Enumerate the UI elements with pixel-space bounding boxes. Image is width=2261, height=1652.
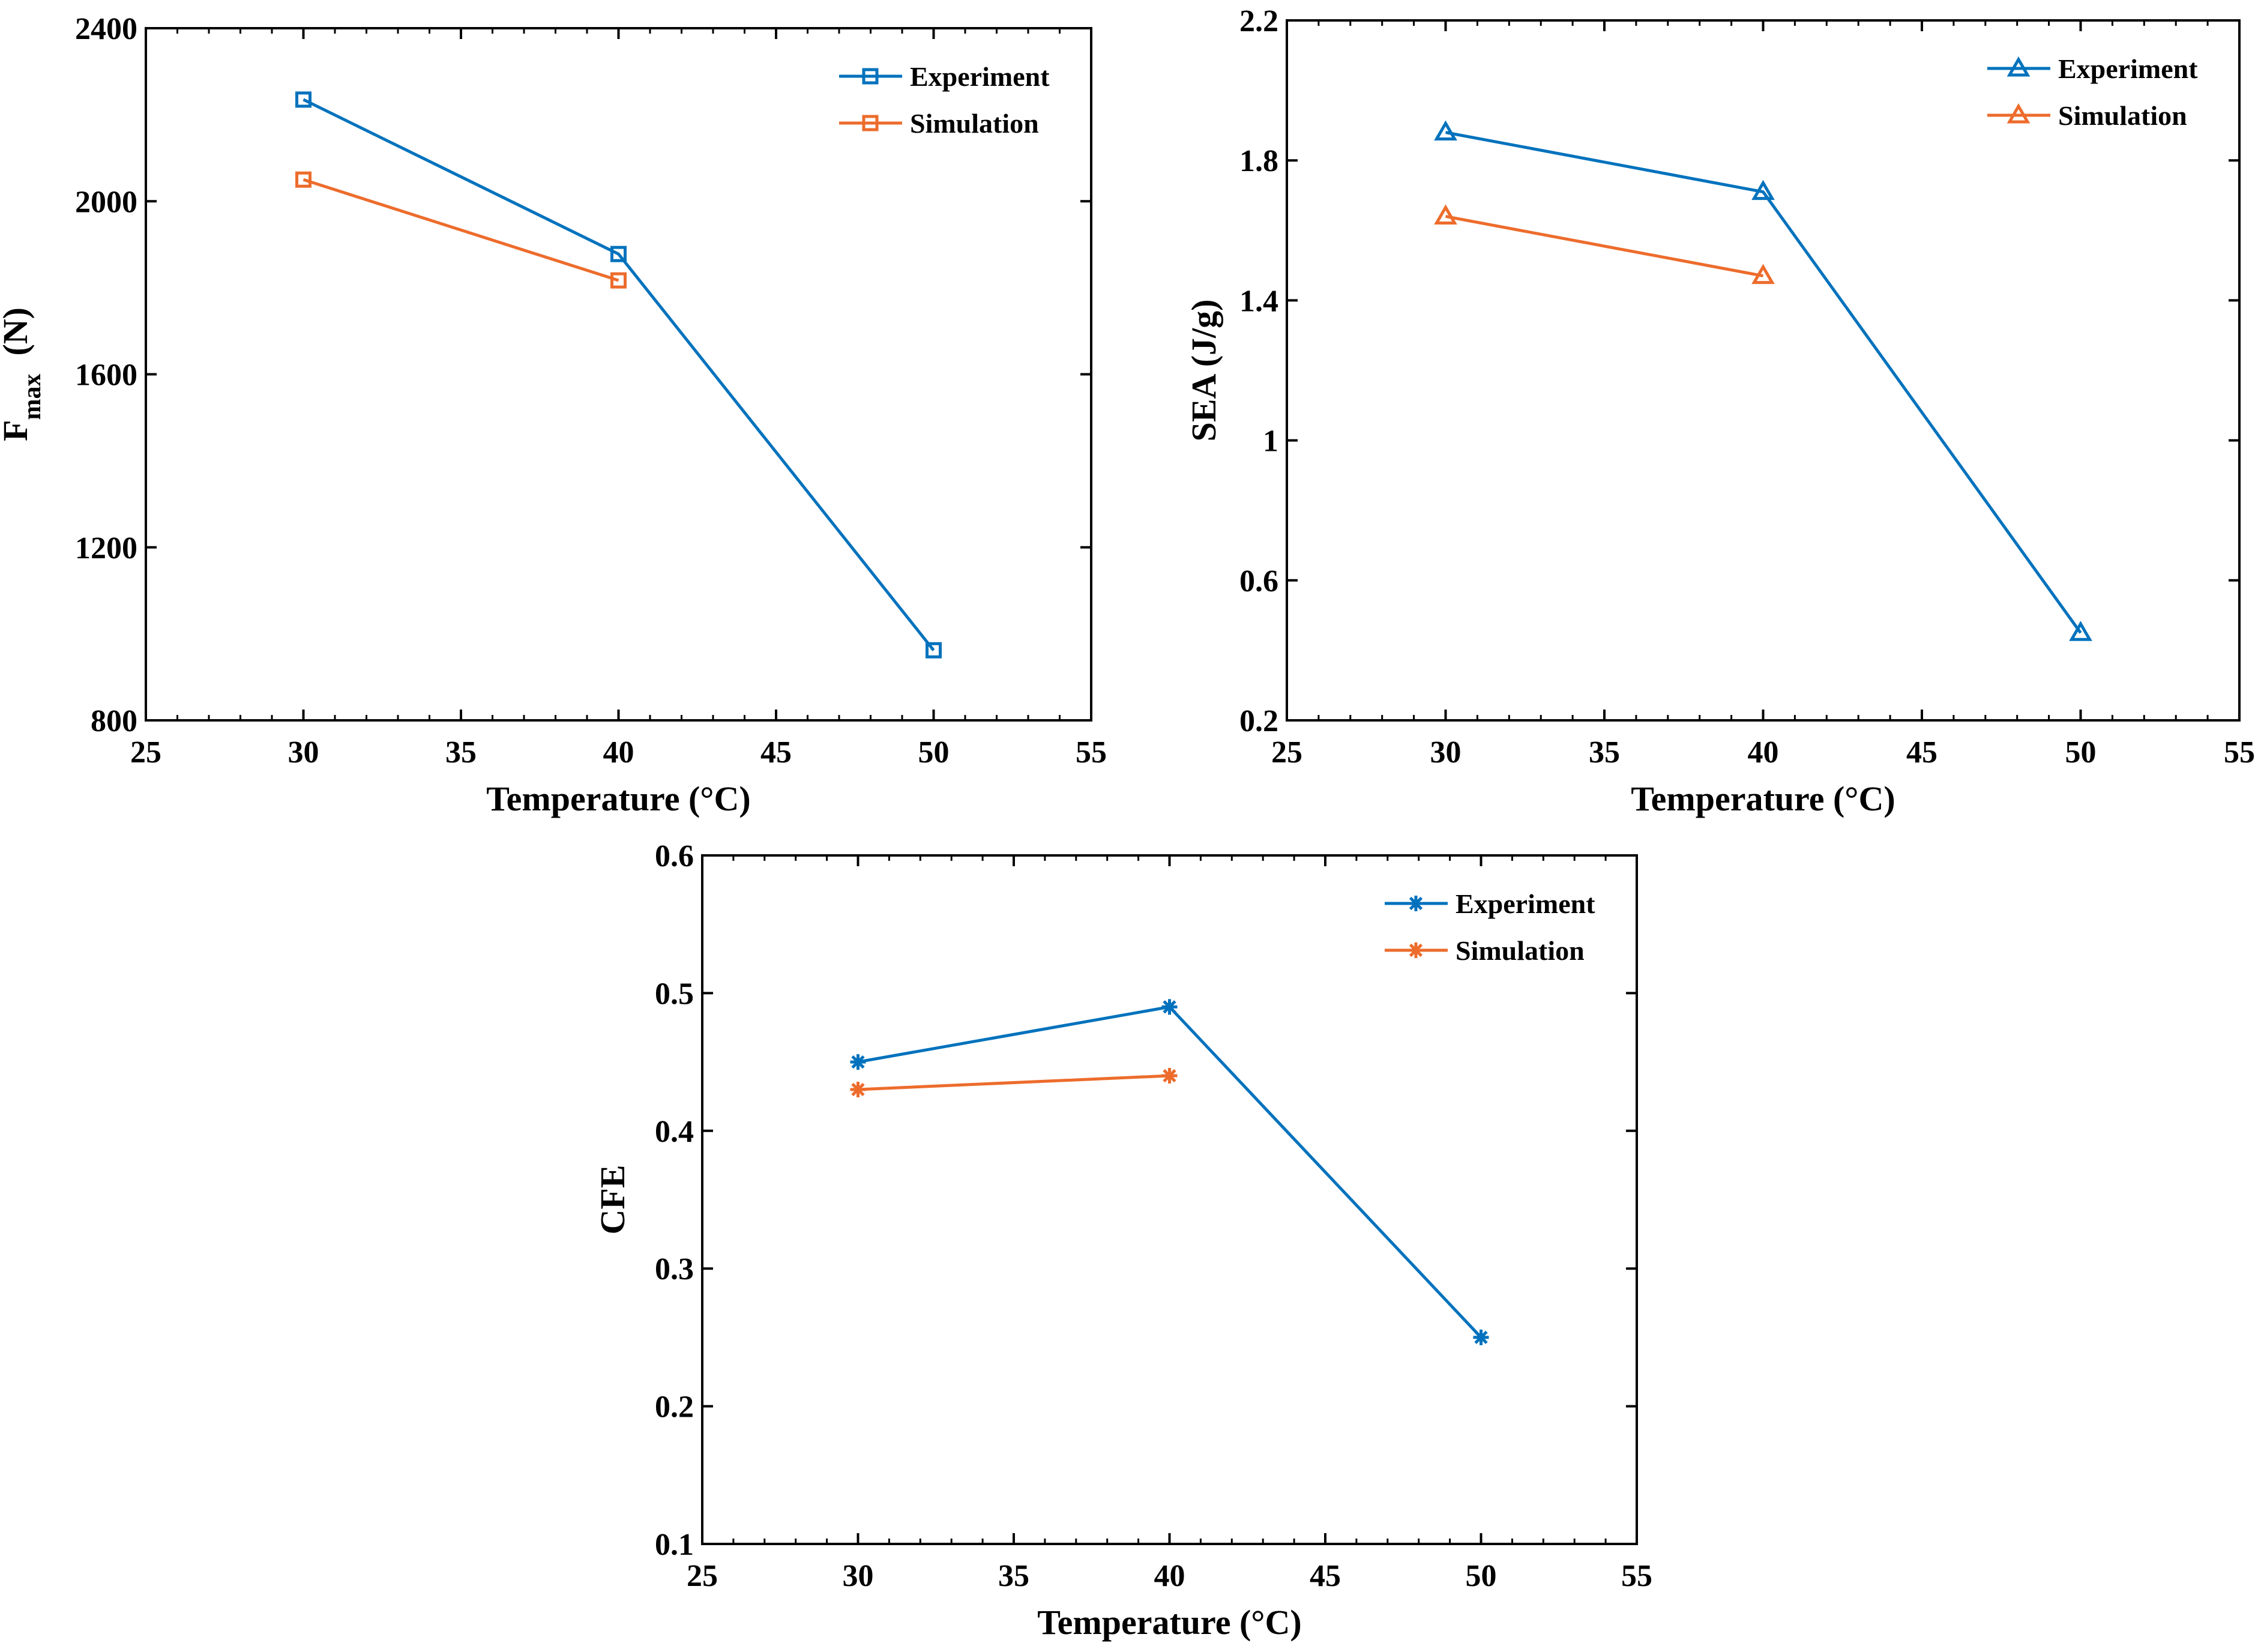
y-axis-title-subscript: max	[19, 374, 46, 420]
x-tick-label: 40	[1154, 1559, 1185, 1593]
legend-label-simulation: Simulation	[1456, 935, 1585, 966]
chart-cfe-panel: 25 30 35 40 45 50 55 0.1 0.2 0.3 0.4 0.5 0.6 Temperat…	[593, 839, 1652, 1642]
x-tick-label: 50	[918, 735, 950, 770]
x-axis-title: Temperature (°C)	[1037, 1603, 1301, 1642]
x-tick-label: 40	[1748, 735, 1779, 770]
series-line-simulation	[1445, 215, 1763, 278]
legend-marker-experiment	[2007, 56, 2031, 77]
legend-label-experiment: Experiment	[2058, 53, 2198, 84]
legend-marker-experiment	[1408, 896, 1424, 911]
legend-marker-simulation	[862, 115, 879, 131]
data-point-experiment	[610, 246, 627, 262]
x-tick-label: 45	[760, 735, 792, 770]
x-axis-title: Temperature (°C)	[1631, 779, 1895, 818]
x-tick-label: 30	[288, 735, 319, 770]
x-tick-label: 50	[2065, 735, 2097, 770]
x-tick-label: 30	[843, 1559, 874, 1593]
y-axis-title: CFE	[593, 1165, 632, 1235]
x-tick-label: 55	[1076, 735, 1107, 770]
series-line-simulation	[858, 1074, 1170, 1091]
y-tick-label: 0.3	[655, 1252, 694, 1286]
legend-marker-simulation	[2007, 103, 2031, 124]
data-point-experiment	[850, 1054, 866, 1070]
series-line-simulation	[303, 178, 619, 282]
chart-fmax-panel: 25 30 35 40 45 50 55 800 1200 1600 2000 2400 Tempera…	[0, 12, 1107, 818]
x-tick-label: 30	[1430, 735, 1462, 770]
data-point-experiment	[1161, 999, 1178, 1015]
x-tick-label: 25	[687, 1559, 718, 1593]
y-tick-label: 0.6	[1239, 564, 1278, 598]
x-tick-label: 40	[603, 735, 634, 770]
y-tick-label: 1200	[75, 531, 137, 565]
y-tick-label: 0.2	[1239, 704, 1278, 738]
y-tick-label: 0.6	[655, 839, 694, 873]
y-tick-label: 0.1	[655, 1528, 694, 1562]
data-point-experiment	[1434, 120, 1457, 141]
x-tick-label: 55	[1621, 1559, 1652, 1593]
data-point-experiment	[295, 91, 312, 108]
x-tick-label: 35	[445, 735, 477, 770]
data-point-simulation	[610, 272, 627, 289]
y-tick-label: 1.8	[1239, 144, 1278, 178]
x-tick-label: 25	[1271, 735, 1302, 770]
data-point-experiment	[2069, 621, 2092, 641]
x-tick-label: 45	[1906, 735, 1937, 770]
x-tick-label: 35	[998, 1559, 1029, 1593]
y-tick-label: 0.4	[655, 1115, 694, 1149]
x-tick-label: 55	[2224, 735, 2255, 770]
x-tick-label: 50	[1466, 1559, 1497, 1593]
y-tick-label: 800	[91, 704, 137, 738]
legend-marker-simulation	[1408, 942, 1424, 958]
series-line-experiment	[303, 98, 935, 651]
y-axis-title: Fmax (N)	[0, 307, 46, 441]
y-axis-title-main: F	[0, 420, 35, 441]
data-point-simulation	[1434, 204, 1457, 225]
x-tick-label: 25	[130, 735, 161, 770]
y-tick-label: 2.2	[1239, 4, 1278, 38]
y-tick-label: 0.5	[655, 977, 694, 1011]
y-tick-label: 1600	[75, 358, 137, 393]
data-point-simulation	[1751, 264, 1775, 285]
data-point-experiment	[1751, 179, 1775, 200]
data-point-simulation	[295, 171, 312, 188]
x-tick-label: 45	[1310, 1559, 1341, 1593]
legend-label-simulation: Simulation	[910, 108, 1039, 139]
series-line-experiment	[858, 1005, 1483, 1339]
y-axis-title: SEA (J/g)	[1184, 300, 1223, 442]
legend-marker-experiment	[862, 68, 879, 85]
data-point-experiment	[926, 642, 942, 659]
x-axis-title: Temperature (°C)	[486, 779, 750, 818]
legend-label-experiment: Experiment	[1456, 888, 1595, 919]
data-point-simulation	[850, 1081, 866, 1097]
y-tick-label: 0.2	[655, 1390, 694, 1424]
legend-label-simulation: Simulation	[2058, 100, 2187, 131]
y-axis-title-unit: (N)	[0, 307, 35, 356]
series-line-experiment	[1445, 131, 2082, 634]
x-tick-label: 35	[1589, 735, 1620, 770]
data-point-experiment	[1473, 1329, 1489, 1345]
data-point-simulation	[1161, 1068, 1178, 1084]
chart-sea-panel: 25 30 35 40 45 50 55 0.2 0.6 1 1.4 1.8 2.2 Temperatur…	[1184, 4, 2255, 818]
y-tick-label: 1.4	[1239, 284, 1278, 318]
y-tick-label: 2400	[75, 12, 137, 46]
legend-label-experiment: Experiment	[910, 61, 1050, 92]
y-tick-label: 1	[1263, 424, 1278, 459]
y-tick-label: 2000	[75, 185, 137, 219]
